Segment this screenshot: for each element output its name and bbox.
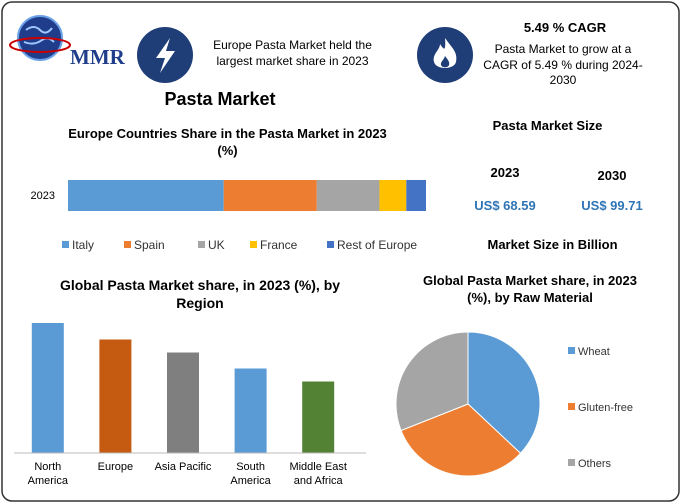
size-value: US$ 68.59 [474,198,536,213]
logo-text: MMR [70,45,125,69]
cagr-title: 5.49 % CAGR [523,20,607,35]
legend-swatch [568,459,575,466]
chart-title: Global Pasta Market share, in 2023 (%), … [59,277,341,312]
x-tick-label: Europe [97,461,134,473]
legend-label: UK [208,238,225,252]
y-tick-label: 2023 [31,190,55,202]
legend-swatch [62,241,69,248]
size-note: Market Size in Billion [487,237,618,252]
legend-swatch [568,347,575,354]
legend-label: Rest of Europe [337,238,417,252]
x-tick-label: North America [27,461,68,487]
page-title: Pasta Market [164,89,276,109]
bar [31,323,64,453]
x-tick-label: Middle East and Africa [289,461,347,487]
legend-label: Gluten-free [578,402,633,414]
legend-label: France [260,238,298,252]
size-year: 2030 [597,168,627,183]
pie-slice [395,331,469,432]
logo-globe [9,15,71,61]
bar [99,339,132,453]
bar-segment [406,180,426,211]
fire-icon [433,38,457,68]
lightning-icon [156,38,175,73]
bar [234,368,267,453]
bar-segment [223,180,317,211]
bar-segment [379,180,407,211]
legend-swatch [250,241,257,248]
x-tick-label: South America [230,461,271,487]
bar [167,352,199,453]
legend-swatch [198,241,205,248]
cagr-text: Pasta Market to grow at a CAGR of 5.49 %… [483,42,643,88]
pie-slice [467,331,541,454]
pie-slice [400,403,522,477]
legend-swatch [327,241,334,248]
size-title: Pasta Market Size [492,118,603,133]
bar-segment [68,180,224,211]
legend-label: Italy [72,238,94,252]
bar [302,381,335,453]
legend-label: Spain [134,238,165,252]
x-tick-label: Asia Pacific [154,461,212,473]
legend-swatch [568,403,575,410]
header-text: Europe Pasta Market held the largest mar… [213,38,372,68]
legend-label: Wheat [578,346,610,358]
size-value: US$ 99.71 [581,198,643,213]
chart-title: Europe Countries Share in the Pasta Mark… [68,126,387,158]
legend-swatch [124,241,131,248]
chart-title: Global Pasta Market share, in 2023 (%), … [423,273,637,305]
bar-segment [316,180,380,211]
fire-icon-core [440,56,450,68]
legend-label: Others [578,458,612,470]
size-year: 2023 [490,165,520,180]
